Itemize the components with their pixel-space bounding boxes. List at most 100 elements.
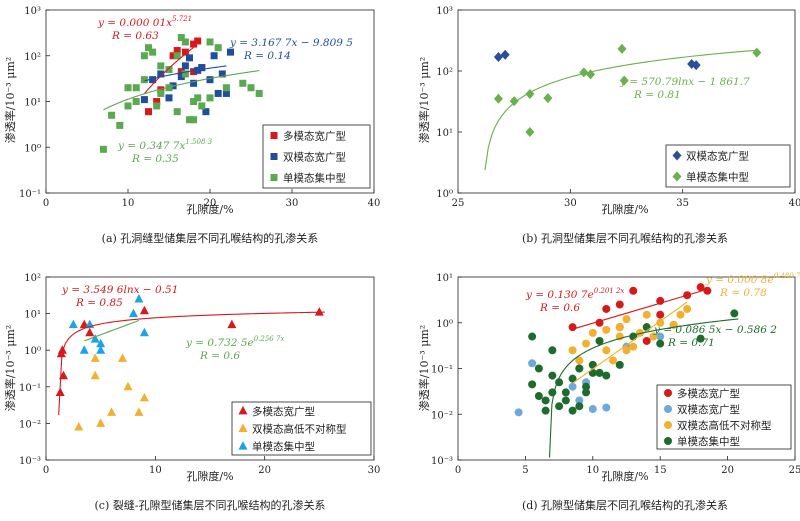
data-point [132, 84, 140, 92]
fit-line [143, 47, 194, 94]
legend-label: 双模态宽广型 [686, 150, 749, 163]
data-point [602, 325, 611, 334]
x-tick-label: 20 [258, 465, 271, 476]
data-point [575, 364, 584, 373]
x-tick-label: 30 [564, 198, 577, 209]
data-point [561, 388, 570, 397]
legend-marker [238, 441, 248, 450]
plot-area [514, 283, 739, 458]
plot-frame [45, 276, 375, 461]
y-tick-label: 10² [24, 273, 41, 284]
data-point [656, 318, 665, 327]
data-point [528, 359, 537, 368]
x-tick-label: 0 [455, 465, 461, 476]
x-axis-label: 孔隙度/% [186, 469, 233, 483]
data-point [222, 84, 230, 92]
data-point [595, 336, 604, 345]
data-point [177, 73, 185, 81]
y-axis-label: 渗透率/10⁻³ μm² [417, 325, 431, 411]
fit-line [103, 70, 260, 111]
fit-3-equation: y = 0.086 5x − 0.586 2 [653, 324, 777, 336]
chart-caption: (c) 裂缝-孔隙型储集层不同孔喉结构的孔渗关系 [95, 498, 326, 512]
data-point [615, 323, 624, 332]
data-point [656, 310, 665, 319]
data-point [575, 396, 584, 405]
legend-marker [664, 437, 672, 445]
x-tick-label: 5 [522, 465, 528, 476]
legend-label: 单模态集中型 [283, 172, 346, 185]
fit-line [548, 318, 739, 458]
legend-box [262, 124, 371, 189]
data-point [602, 346, 611, 355]
data-point [96, 345, 106, 354]
fit-1-fit-label: y = 3.549 6lnx − 0.51R = 0.85 [61, 284, 178, 309]
data-point [683, 304, 692, 313]
fit-1-fit-label: y = 0.130 7e0.201 2xR = 0.6 [525, 287, 624, 314]
data-point [124, 102, 132, 110]
legend-label: 多模态宽广型 [283, 130, 346, 143]
data-point [514, 408, 523, 417]
plot-area [99, 34, 263, 153]
data-point [218, 70, 226, 78]
fit-3-fit-label: y = 0.347 7x1.508 3R = 0.35 [117, 138, 213, 165]
data-point [703, 286, 712, 295]
data-point [165, 94, 173, 102]
data-point [145, 44, 152, 52]
fit-3-r-value: R = 0.71 [667, 337, 715, 349]
data-point [528, 380, 537, 389]
legend-marker [672, 171, 682, 182]
data-point [656, 339, 665, 348]
data-point [194, 37, 202, 45]
data-point [116, 121, 124, 129]
x-tick-label: 25 [789, 465, 800, 476]
data-point [190, 79, 198, 87]
data-point [622, 346, 631, 355]
data-point [139, 305, 149, 315]
fit-1-fit-label: y = 570.79lnx − 1 861.7R = 0.81 [619, 76, 750, 101]
data-point [173, 47, 181, 55]
data-point [68, 319, 78, 329]
data-point [206, 38, 214, 46]
data-point [582, 339, 591, 348]
data-point [210, 52, 218, 60]
data-point [124, 84, 132, 92]
data-point [149, 76, 157, 84]
data-point [165, 66, 173, 74]
fit-1-r-value: R = 0.81 [633, 89, 681, 101]
data-point [568, 374, 577, 383]
y-tick-label: 10² [24, 52, 41, 63]
x-axis-label: 孔隙度/% [601, 202, 648, 216]
fit-2-equation: y = 0.000 8e0.480 7x [705, 272, 800, 286]
data-point [568, 346, 577, 355]
fit-line [572, 301, 688, 384]
legend-label: 双模态高低不对称型 [677, 419, 772, 432]
data-point [588, 360, 597, 369]
data-point [140, 76, 148, 84]
data-point [555, 378, 564, 387]
chart-a: 0 10 20 30 40 10⁻¹ 10⁰ 10¹ 10² 10³ 孔隙度/% 渗透率/10⁻³ μ… [3, 6, 380, 245]
x-tick-label: 25 [452, 198, 465, 209]
data-point [676, 310, 685, 319]
fit-2-fit-label: y = 0.000 8e0.480 7xR = 0.78 [705, 272, 800, 299]
x-tick-label: 20 [721, 465, 734, 476]
data-point [214, 89, 222, 97]
data-point [568, 323, 577, 332]
fit-line [484, 49, 757, 171]
data-point [165, 84, 173, 92]
data-point [153, 98, 161, 105]
legend-box [231, 401, 372, 456]
fit-2-equation: y = 0.732 5e0.256 7x [185, 335, 284, 349]
data-point [90, 353, 100, 362]
fit-1-r-value: R = 0.6 [539, 302, 580, 314]
fit-1-equation: y = 3.549 6lnx − 0.51 [61, 284, 178, 296]
data-point [145, 108, 152, 116]
x-tick-label: 20 [204, 198, 217, 209]
data-point [582, 388, 591, 397]
data-point [74, 421, 84, 431]
data-point [525, 127, 535, 137]
data-point [534, 392, 543, 401]
data-point [222, 89, 230, 97]
